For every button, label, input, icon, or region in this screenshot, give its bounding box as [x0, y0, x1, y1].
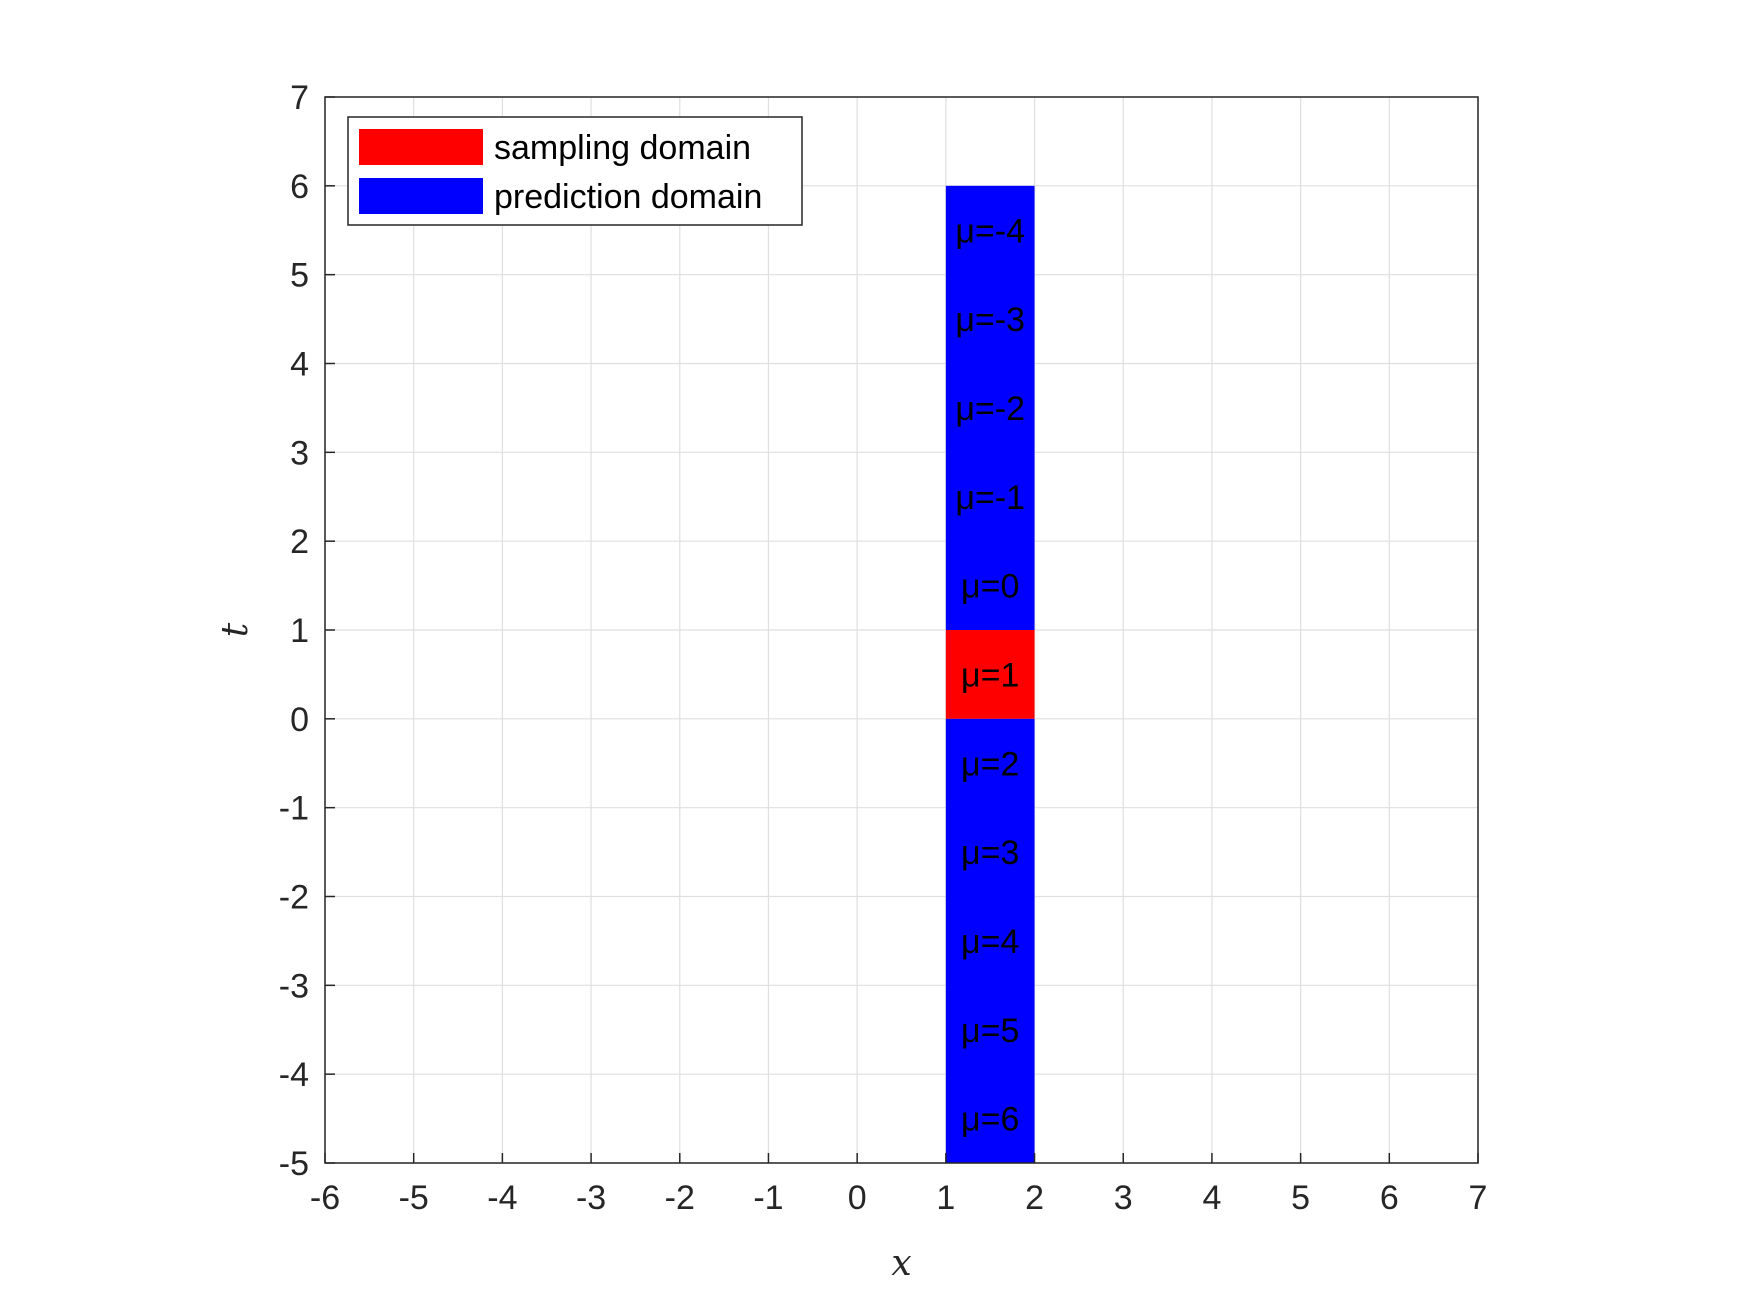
y-tick-label: 4	[290, 346, 309, 384]
legend: sampling domain prediction domain	[347, 116, 803, 226]
cell-label: μ=0	[961, 568, 1019, 606]
grid	[324, 96, 1479, 1164]
y-tick-label: 1	[290, 612, 309, 650]
y-tick-label: 0	[290, 701, 309, 739]
regions	[945, 185, 1035, 1163]
x-tick-label: 2	[1025, 1179, 1044, 1217]
cell-labels: μ=-4 μ=-3 μ=-2 μ=-1 μ=0 μ=1 μ=2 μ=3 μ=4 μ=5 μ=6	[955, 212, 1025, 1138]
y-tick-label: 2	[290, 523, 309, 561]
cell-label: μ=6	[961, 1101, 1019, 1139]
x-tick-label: 1	[936, 1179, 955, 1217]
cell-label: μ=-4	[955, 212, 1025, 250]
cell-label: μ=1	[961, 656, 1019, 694]
x-axis-label: x	[891, 1243, 911, 1284]
y-tick-label: -2	[279, 879, 309, 917]
legend-swatch-sampling	[359, 129, 483, 165]
y-axis-ticks: -5 -4 -3 -2 -1 0 1 2 3 4 5 6 7	[279, 79, 335, 1183]
cell-label: μ=3	[961, 834, 1019, 872]
prediction-domain-region	[945, 185, 1035, 631]
legend-label-sampling: sampling domain	[494, 129, 751, 167]
cell-label: μ=4	[961, 923, 1019, 961]
x-tick-label: 4	[1202, 1179, 1221, 1217]
cell-label: μ=-3	[955, 301, 1025, 339]
cell-label: μ=2	[961, 745, 1019, 783]
y-tick-label: -4	[279, 1056, 309, 1094]
x-tick-label: 6	[1380, 1179, 1399, 1217]
x-tick-label: -6	[310, 1179, 340, 1217]
cell-label: μ=-1	[955, 479, 1025, 517]
y-tick-label: 3	[290, 434, 309, 472]
x-tick-label: -3	[576, 1179, 606, 1217]
x-tick-label: -1	[753, 1179, 783, 1217]
legend-swatch-prediction	[359, 178, 483, 214]
cell-label: μ=-2	[955, 390, 1025, 428]
y-tick-label: -3	[279, 967, 309, 1005]
x-tick-label: 7	[1469, 1179, 1488, 1217]
legend-label-prediction: prediction domain	[494, 178, 762, 216]
y-tick-label: 6	[290, 168, 309, 206]
y-tick-label: 7	[290, 79, 309, 117]
x-tick-label: -2	[665, 1179, 695, 1217]
y-axis-label: t	[215, 622, 256, 637]
x-tick-label: -4	[487, 1179, 517, 1217]
x-tick-label: 5	[1291, 1179, 1310, 1217]
prediction-domain-region	[945, 718, 1035, 1163]
cell-label: μ=5	[961, 1012, 1019, 1050]
y-tick-label: -5	[279, 1145, 309, 1183]
x-tick-label: -5	[399, 1179, 429, 1217]
x-axis-ticks: -6 -5 -4 -3 -2 -1 0 1 2 3 4 5 6 7	[310, 1153, 1488, 1217]
y-tick-label: 5	[290, 257, 309, 295]
sampling-domain-region	[945, 630, 1035, 719]
x-tick-label: 3	[1114, 1179, 1133, 1217]
x-tick-label: 0	[848, 1179, 867, 1217]
y-tick-label: -1	[279, 790, 309, 828]
